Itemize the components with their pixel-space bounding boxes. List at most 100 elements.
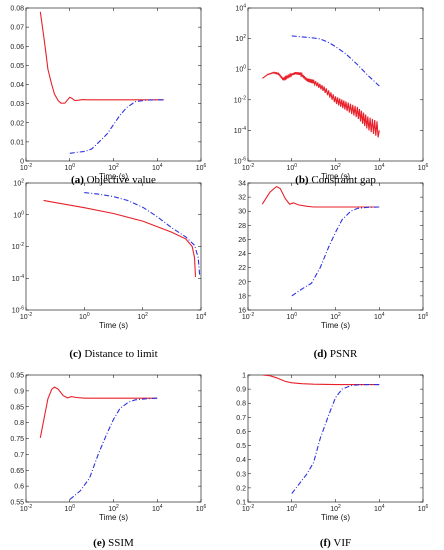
series-line-1 bbox=[291, 35, 380, 87]
x-tick-label: 102 bbox=[330, 163, 341, 172]
x-tick-label: 10-2 bbox=[242, 504, 254, 513]
y-tick-label: 0.08 bbox=[10, 6, 24, 13]
y-tick-label: 32 bbox=[238, 195, 246, 202]
y-tick-label: 0.85 bbox=[10, 404, 24, 411]
y-tick-label: 0.6 bbox=[236, 429, 246, 436]
panel-caption: (a) Objective value bbox=[71, 174, 156, 186]
caption-letter: (b) bbox=[295, 174, 309, 186]
plot-frame bbox=[247, 374, 424, 503]
x-axis-label: Time (s) bbox=[321, 513, 350, 522]
panel-e: 10-2 100 102 104 106 0.55 0.6 0.65 0.7 0.75 0.8 0.8… bbox=[10, 373, 206, 550]
x-tick-label: 100 bbox=[64, 504, 75, 513]
x-tick-label: 102 bbox=[330, 312, 341, 321]
y-tick-label: 10-6 bbox=[12, 306, 24, 315]
y-tick-label: 18 bbox=[238, 293, 246, 300]
series-line-2 bbox=[291, 206, 380, 297]
y-tick-label: 0.5 bbox=[236, 443, 246, 450]
caption-text: Objective value bbox=[84, 174, 156, 186]
x-axis-label: Time (s) bbox=[99, 172, 128, 181]
x-axis-label: Time (s) bbox=[99, 321, 128, 330]
plot-frame bbox=[247, 7, 424, 162]
y-tick-label: 10-2 bbox=[12, 242, 24, 251]
y-tick-label: 0.9 bbox=[14, 388, 24, 395]
x-tick-label: 106 bbox=[418, 312, 429, 321]
y-tick-label: 104 bbox=[235, 4, 246, 13]
series-line-2 bbox=[69, 99, 164, 154]
x-tick-label: 100 bbox=[286, 312, 297, 321]
y-tick-label: 1 bbox=[242, 373, 246, 380]
x-tick-label: 10-2 bbox=[20, 163, 32, 172]
x-tick-label: 100 bbox=[64, 163, 75, 172]
caption-text: Constraint gap bbox=[309, 174, 377, 186]
caption-text: VIF bbox=[331, 537, 351, 549]
x-tick-label: 100 bbox=[286, 163, 297, 172]
y-tick-label: 20 bbox=[238, 279, 246, 286]
caption-letter: (f) bbox=[320, 537, 331, 549]
y-tick-label: 0.95 bbox=[10, 373, 24, 380]
y-tick-label: 100 bbox=[235, 65, 246, 74]
caption-text: Distance to limit bbox=[82, 348, 158, 360]
y-tick-label: 0.03 bbox=[10, 101, 24, 108]
x-tick-label: 10-2 bbox=[20, 504, 32, 513]
y-tick-label: 0.55 bbox=[10, 500, 24, 507]
y-tick-label: 34 bbox=[238, 181, 246, 188]
series-line-2 bbox=[262, 71, 380, 138]
series-group bbox=[262, 375, 380, 494]
x-tick-label: 10-2 bbox=[20, 312, 32, 321]
y-tick-label: 28 bbox=[238, 223, 246, 230]
y-tick-label: 10-4 bbox=[234, 126, 246, 135]
series-line-2 bbox=[84, 192, 201, 276]
y-tick-label: 0.01 bbox=[10, 139, 24, 146]
caption-text: PSNR bbox=[327, 348, 358, 360]
y-tick-label: 0.4 bbox=[236, 457, 246, 464]
y-tick-label: 0.8 bbox=[14, 420, 24, 427]
panel-b: 10-2 100 102 104 106 10-6 10-4 10-2 100 102 104 Tim… bbox=[234, 4, 429, 187]
series-line-1 bbox=[262, 375, 380, 386]
x-tick-label: 100 bbox=[79, 312, 90, 321]
x-tick-label: 106 bbox=[196, 504, 207, 513]
x-tick-label: 104 bbox=[152, 163, 163, 172]
plot-frame bbox=[25, 374, 202, 503]
y-tick-label: 22 bbox=[238, 265, 246, 272]
panel-d: 10-2 100 102 104 106 16 18 20 22 24 26 28 30 32 34 Time… bbox=[238, 181, 428, 361]
x-axis-label: Time (s) bbox=[321, 172, 350, 181]
x-axis-label: Time (s) bbox=[99, 513, 128, 522]
caption-letter: (c) bbox=[69, 348, 82, 360]
y-tick-label: 100 bbox=[13, 210, 24, 219]
y-tick-label: 0.2 bbox=[236, 485, 246, 492]
y-tick-label: 24 bbox=[238, 251, 246, 258]
panel-caption: (f) VIF bbox=[320, 537, 351, 549]
y-tick-label: 102 bbox=[235, 34, 246, 43]
x-tick-label: 10-2 bbox=[242, 163, 254, 172]
series-group bbox=[39, 386, 158, 500]
y-tick-label: 0.05 bbox=[10, 63, 24, 70]
caption-letter: (d) bbox=[314, 348, 328, 360]
x-tick-label: 104 bbox=[374, 504, 385, 513]
x-tick-label: 102 bbox=[137, 312, 148, 321]
y-tick-label: 16 bbox=[238, 308, 246, 315]
series-group bbox=[262, 35, 380, 138]
y-tick-label: 0.3 bbox=[236, 471, 246, 478]
x-tick-label: 106 bbox=[418, 504, 429, 513]
y-tick-label: 0.75 bbox=[10, 436, 24, 443]
x-tick-label: 104 bbox=[374, 312, 385, 321]
panel-c: 10-2 100 102 104 10-6 10-4 10-2 100 102 Time (s) (… bbox=[12, 179, 207, 361]
x-tick-label: 10-2 bbox=[242, 312, 254, 321]
panel-caption: (e) SSIM bbox=[93, 537, 134, 549]
x-tick-label: 104 bbox=[196, 312, 207, 321]
series-line-2 bbox=[291, 384, 380, 494]
y-tick-label: 0.65 bbox=[10, 468, 24, 475]
panel-caption: (d) PSNR bbox=[314, 348, 358, 360]
y-tick-label: 30 bbox=[238, 209, 246, 216]
x-axis-label: Time (s) bbox=[321, 321, 350, 330]
plot-frame bbox=[247, 182, 424, 311]
series-line-1 bbox=[261, 185, 380, 208]
x-tick-label: 104 bbox=[152, 504, 163, 513]
series-line-1 bbox=[39, 386, 158, 439]
series-group bbox=[43, 192, 201, 278]
y-tick-label: 0.02 bbox=[10, 120, 24, 127]
y-tick-label: 26 bbox=[238, 237, 246, 244]
x-tick-label: 102 bbox=[330, 504, 341, 513]
x-tick-label: 106 bbox=[196, 163, 207, 172]
